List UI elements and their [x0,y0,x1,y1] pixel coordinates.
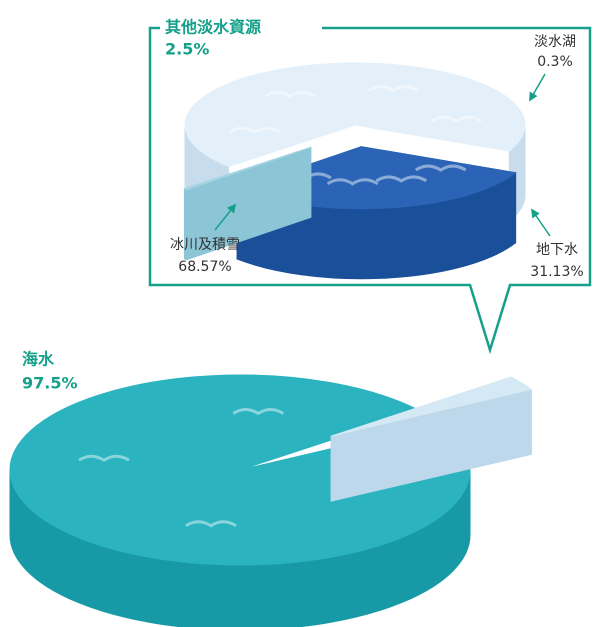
label: 冰川及積雪 [170,237,240,253]
wave [430,115,483,123]
bracket [148,26,592,355]
slice [9,374,471,627]
value-label: 31.13% [530,264,583,280]
slice [330,376,533,502]
wave [78,454,130,463]
label: 淡水湖 [534,34,576,50]
arrow [530,208,551,237]
slice-top [183,146,311,191]
label: 地下水 [536,242,578,258]
value-label: 0.3% [537,54,573,70]
wave [232,408,285,416]
slice-top [9,374,471,566]
wave [375,175,428,183]
group-title: 其他淡水資源 [165,18,261,37]
slice-top [184,62,526,168]
wave [185,520,237,528]
wave [229,126,281,134]
wave [326,178,379,186]
value-label: 97.5% [22,374,78,393]
wave [414,164,467,172]
group-value: 2.5% [165,40,209,59]
arrow [214,203,237,231]
wave [367,85,420,93]
value-label: 68.57% [178,259,231,275]
label: 海水 [22,350,55,369]
wave [264,90,317,99]
slice-top [331,376,533,437]
arrow [529,73,546,102]
slice [183,146,312,261]
